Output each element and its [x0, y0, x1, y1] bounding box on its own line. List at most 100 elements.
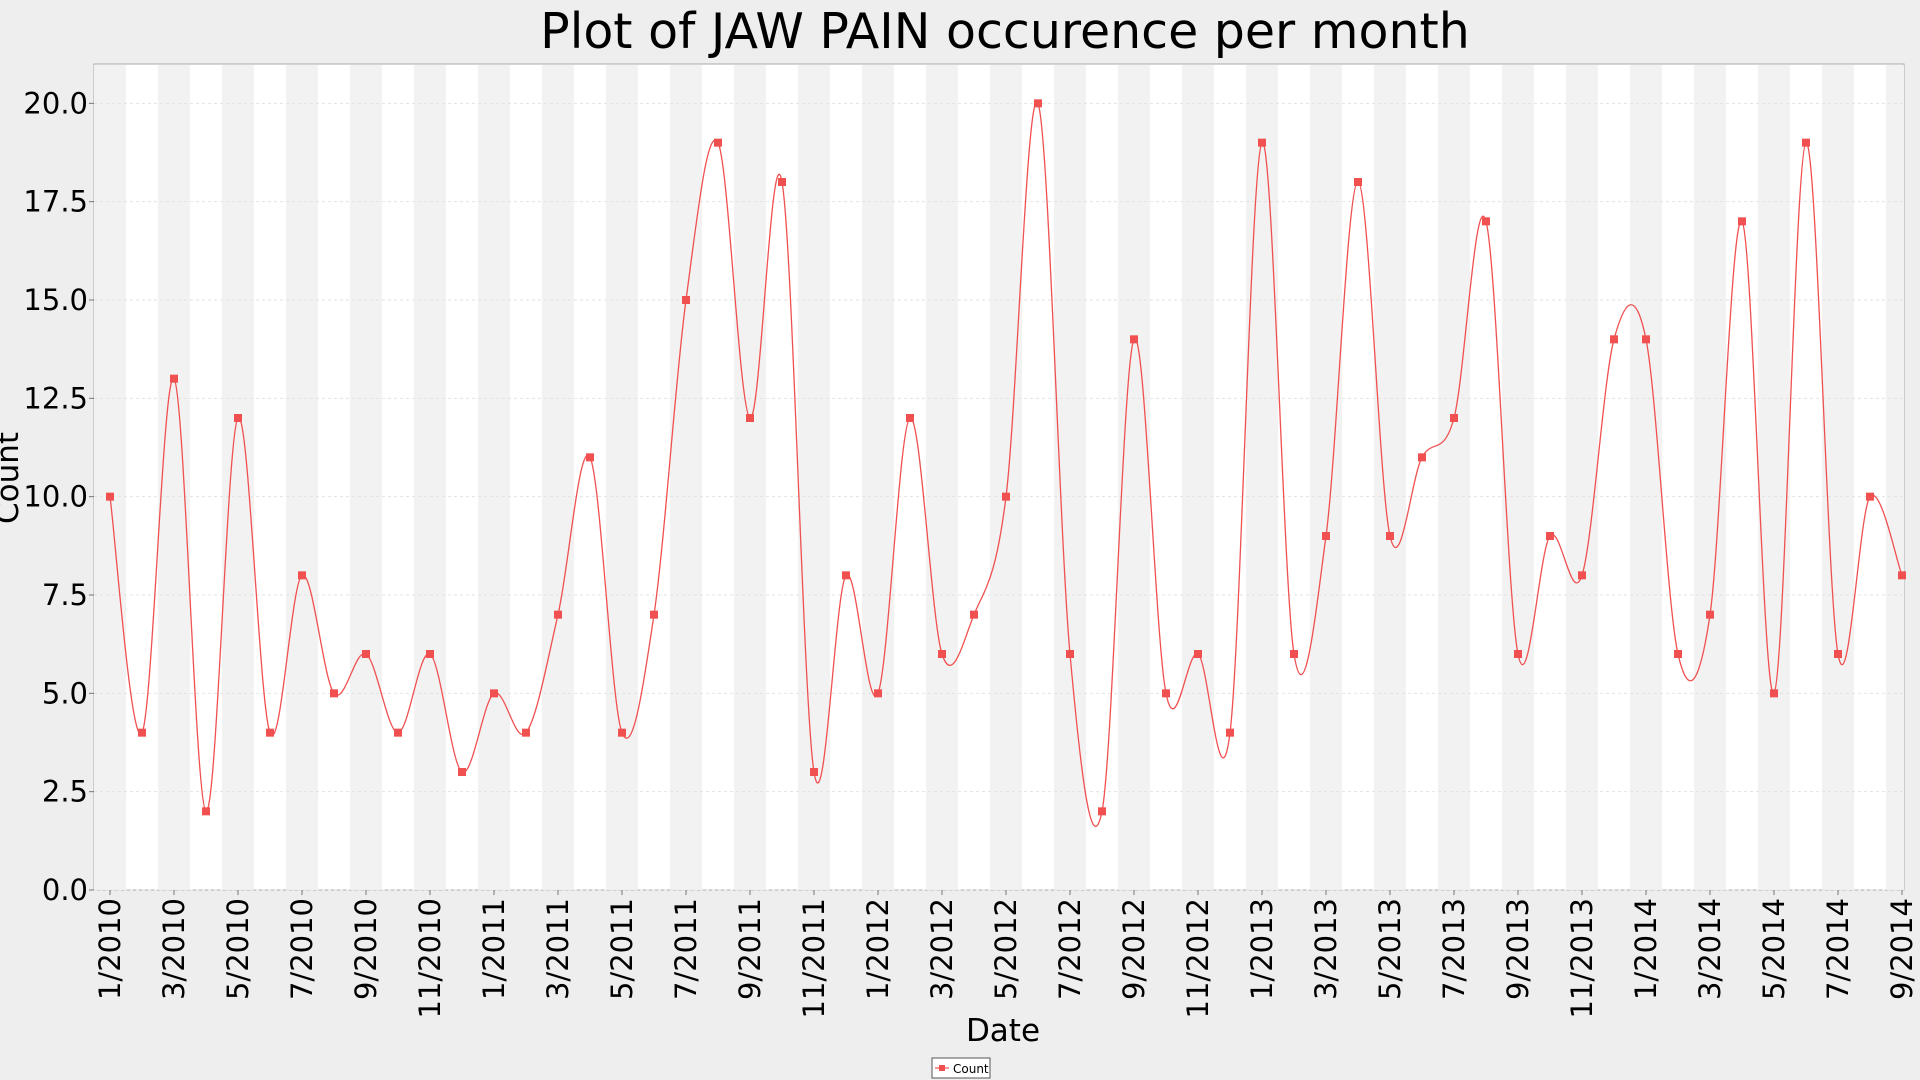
month-band	[1310, 65, 1342, 890]
legend-marker	[939, 1065, 945, 1071]
data-point	[1098, 807, 1106, 816]
month-band	[798, 65, 830, 890]
y-tick-label: 17.5	[23, 185, 88, 219]
data-point	[586, 453, 594, 462]
data-point	[1162, 689, 1170, 698]
x-tick-label: 3/2012	[925, 898, 959, 1000]
data-point	[1258, 138, 1266, 147]
data-point	[1610, 335, 1618, 344]
x-tick-label: 3/2014	[1693, 898, 1727, 1000]
y-axis-title: Count	[0, 432, 26, 524]
gridlines	[94, 102, 1904, 891]
data-point	[426, 650, 434, 658]
chart-title: Plot of JAW PAIN occurence per month	[540, 3, 1470, 60]
x-tick-label: 11/2011	[797, 898, 831, 1018]
month-band	[222, 65, 254, 890]
data-point	[1738, 217, 1746, 226]
data-point	[1226, 728, 1234, 737]
x-tick-label: 5/2013	[1373, 898, 1407, 1000]
x-tick-label: 7/2013	[1437, 898, 1471, 1000]
x-tick-label: 1/2012	[861, 898, 895, 1000]
month-band	[1438, 65, 1470, 890]
legend: Count	[931, 1057, 991, 1079]
data-point	[1418, 453, 1426, 462]
x-tick-label: 5/2011	[605, 898, 639, 1000]
data-point	[1002, 492, 1010, 501]
x-tick-label: 1/2011	[477, 898, 511, 1000]
data-point	[970, 610, 978, 619]
x-tick-label: 3/2010	[157, 898, 191, 1000]
data-point	[554, 610, 562, 619]
month-band	[1118, 65, 1150, 890]
month-band	[350, 65, 382, 890]
data-point	[682, 296, 690, 304]
x-tick-label: 11/2013	[1565, 898, 1599, 1018]
month-band	[1502, 65, 1534, 890]
data-point	[874, 689, 882, 698]
y-tick-label: 10.0	[23, 480, 88, 514]
month-band	[862, 65, 894, 890]
data-point	[1770, 689, 1778, 698]
month-band	[1886, 65, 1904, 890]
legend-box	[931, 1057, 991, 1079]
month-band	[1246, 65, 1278, 890]
x-tick-label: 7/2014	[1821, 898, 1855, 1000]
x-axis-title: Date	[966, 1013, 1040, 1049]
month-band	[1758, 65, 1790, 890]
data-point	[394, 728, 402, 737]
data-point	[1290, 650, 1298, 658]
y-tick-label: 5.0	[42, 676, 88, 710]
data-point	[202, 807, 210, 816]
data-point	[1034, 99, 1042, 108]
data-point	[1386, 532, 1394, 540]
data-point	[906, 414, 914, 422]
data-point	[170, 374, 178, 383]
month-band	[1630, 65, 1662, 890]
month-band	[734, 65, 766, 890]
x-tick-label: 1/2010	[93, 898, 127, 1000]
data-point	[1578, 571, 1586, 580]
legend-label: Count	[953, 1062, 989, 1076]
data-point	[1866, 492, 1874, 501]
x-tick-label: 3/2011	[541, 898, 575, 1000]
data-point	[1674, 650, 1682, 658]
data-point	[362, 650, 370, 658]
data-point	[1482, 217, 1490, 226]
y-tick-label: 0.0	[42, 873, 88, 907]
x-tick-label: 11/2012	[1181, 898, 1215, 1018]
data-point	[650, 610, 658, 619]
x-tick-label: 7/2011	[669, 898, 703, 1000]
month-band	[1566, 65, 1598, 890]
plot-area	[93, 63, 1905, 891]
x-axis-ticks: 1/2010 3/2010 5/2010 7/2010 9/2010 11/2010 1/2…	[93, 890, 1919, 1018]
data-point	[778, 178, 786, 186]
x-tick-label: 9/2011	[733, 898, 767, 1000]
data-point	[1450, 414, 1458, 422]
x-tick-label: 7/2012	[1053, 898, 1087, 1000]
month-band	[1374, 65, 1406, 890]
x-tick-label: 5/2014	[1757, 898, 1791, 1000]
x-tick-label: 5/2012	[989, 898, 1023, 1000]
month-band	[670, 65, 702, 890]
month-band	[414, 65, 446, 890]
data-point	[1130, 335, 1138, 344]
data-point	[842, 571, 850, 580]
y-tick-label: 12.5	[23, 381, 88, 415]
month-band	[926, 65, 958, 890]
x-tick-label: 9/2013	[1501, 898, 1535, 1000]
x-tick-label: 9/2012	[1117, 898, 1151, 1000]
data-point	[522, 728, 530, 737]
month-band	[1182, 65, 1214, 890]
month-band	[1822, 65, 1854, 890]
data-point	[938, 650, 946, 658]
data-point	[298, 571, 306, 580]
month-band	[606, 65, 638, 890]
data-point	[330, 689, 338, 698]
x-tick-label: 1/2013	[1245, 898, 1279, 1000]
x-tick-label: 9/2014	[1885, 898, 1919, 1000]
x-tick-label: 9/2010	[349, 898, 383, 1000]
data-point	[490, 689, 498, 698]
data-point	[458, 768, 466, 776]
data-point	[810, 768, 818, 776]
data-point	[618, 728, 626, 737]
